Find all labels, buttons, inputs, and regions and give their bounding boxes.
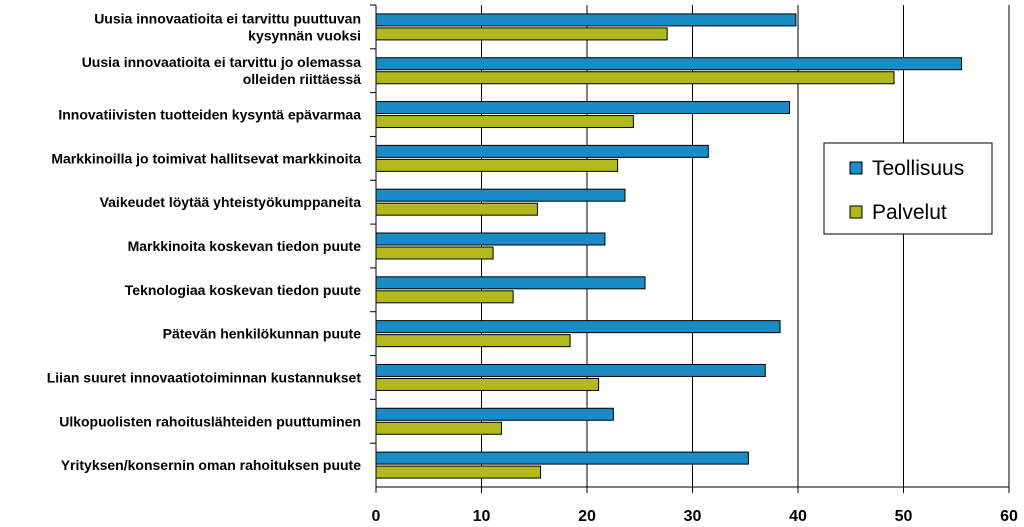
bar-teollisuus bbox=[375, 320, 781, 334]
bar-teollisuus bbox=[375, 451, 749, 465]
bars bbox=[375, 13, 963, 479]
legend-box bbox=[823, 142, 993, 235]
category-label: Pätevän henkilökunnan puute bbox=[163, 326, 362, 342]
x-tick-label: 50 bbox=[895, 508, 913, 525]
x-tick-label: 60 bbox=[1000, 508, 1018, 525]
bar-teollisuus bbox=[375, 101, 791, 115]
x-tick-label: 0 bbox=[372, 508, 381, 525]
bar-teollisuus bbox=[375, 407, 614, 421]
category-label: Ulkopuolisten rahoituslähteiden puuttumi… bbox=[59, 413, 361, 429]
category-label: Markkinoilla jo toimivat hallitsevat mar… bbox=[51, 150, 361, 166]
bar-palvelut bbox=[375, 158, 619, 172]
x-axis: 0 10 20 30 40 50 60 bbox=[370, 4, 1018, 525]
bar-palvelut bbox=[375, 421, 503, 435]
category-label: Markkinoita koskevan tiedon puute bbox=[128, 238, 362, 254]
category-label: Teknologiaa koskevan tiedon puute bbox=[125, 282, 361, 298]
bar-teollisuus bbox=[375, 57, 963, 71]
x-tick-label: 40 bbox=[789, 508, 807, 525]
legend-label-teollisuus: Teollisuus bbox=[872, 157, 964, 180]
bar-teollisuus bbox=[375, 144, 709, 158]
gridlines bbox=[481, 5, 1010, 487]
bar-teollisuus bbox=[375, 188, 626, 202]
category-label: olleiden riittäessä bbox=[243, 71, 361, 87]
category-label: Liian suuret innovaatiotoiminnan kustann… bbox=[47, 369, 362, 385]
category-labels: Uusia innovaatioita ei tarvittu puuttuva… bbox=[47, 10, 362, 473]
bar-teollisuus bbox=[375, 232, 606, 246]
legend-swatch-teollisuus bbox=[849, 161, 863, 175]
category-label: Innovatiivisten tuotteiden kysyntä epäva… bbox=[58, 107, 361, 123]
legend: Teollisuus Palvelut bbox=[823, 142, 993, 235]
bar-palvelut bbox=[375, 71, 895, 85]
x-tick-label: 20 bbox=[578, 508, 596, 525]
bar-palvelut bbox=[375, 465, 542, 479]
bar-teollisuus bbox=[375, 13, 797, 27]
bar-teollisuus bbox=[375, 276, 646, 290]
category-label: kysynnän vuoksi bbox=[248, 27, 361, 43]
legend-swatch-palvelut bbox=[849, 205, 863, 219]
x-tick-label: 30 bbox=[684, 508, 702, 525]
bar-palvelut bbox=[375, 334, 571, 348]
x-tick-label: 10 bbox=[473, 508, 491, 525]
bar-palvelut bbox=[375, 246, 494, 260]
bar-teollisuus bbox=[375, 363, 766, 377]
category-label: Vaikeudet löytää yhteistyökumppaneita bbox=[100, 194, 362, 210]
bar-palvelut bbox=[375, 290, 514, 304]
category-label: Yrityksen/konsernin oman rahoituksen puu… bbox=[61, 457, 362, 473]
bar-palvelut bbox=[375, 27, 668, 41]
category-label: Uusia innovaatioita ei tarvittu puuttuva… bbox=[94, 10, 361, 26]
category-label: Uusia innovaatioita ei tarvittu jo olema… bbox=[82, 54, 362, 70]
bar-palvelut bbox=[375, 377, 600, 391]
bar-palvelut bbox=[375, 202, 538, 216]
legend-label-palvelut: Palvelut bbox=[872, 201, 947, 224]
bar-palvelut bbox=[375, 115, 634, 129]
